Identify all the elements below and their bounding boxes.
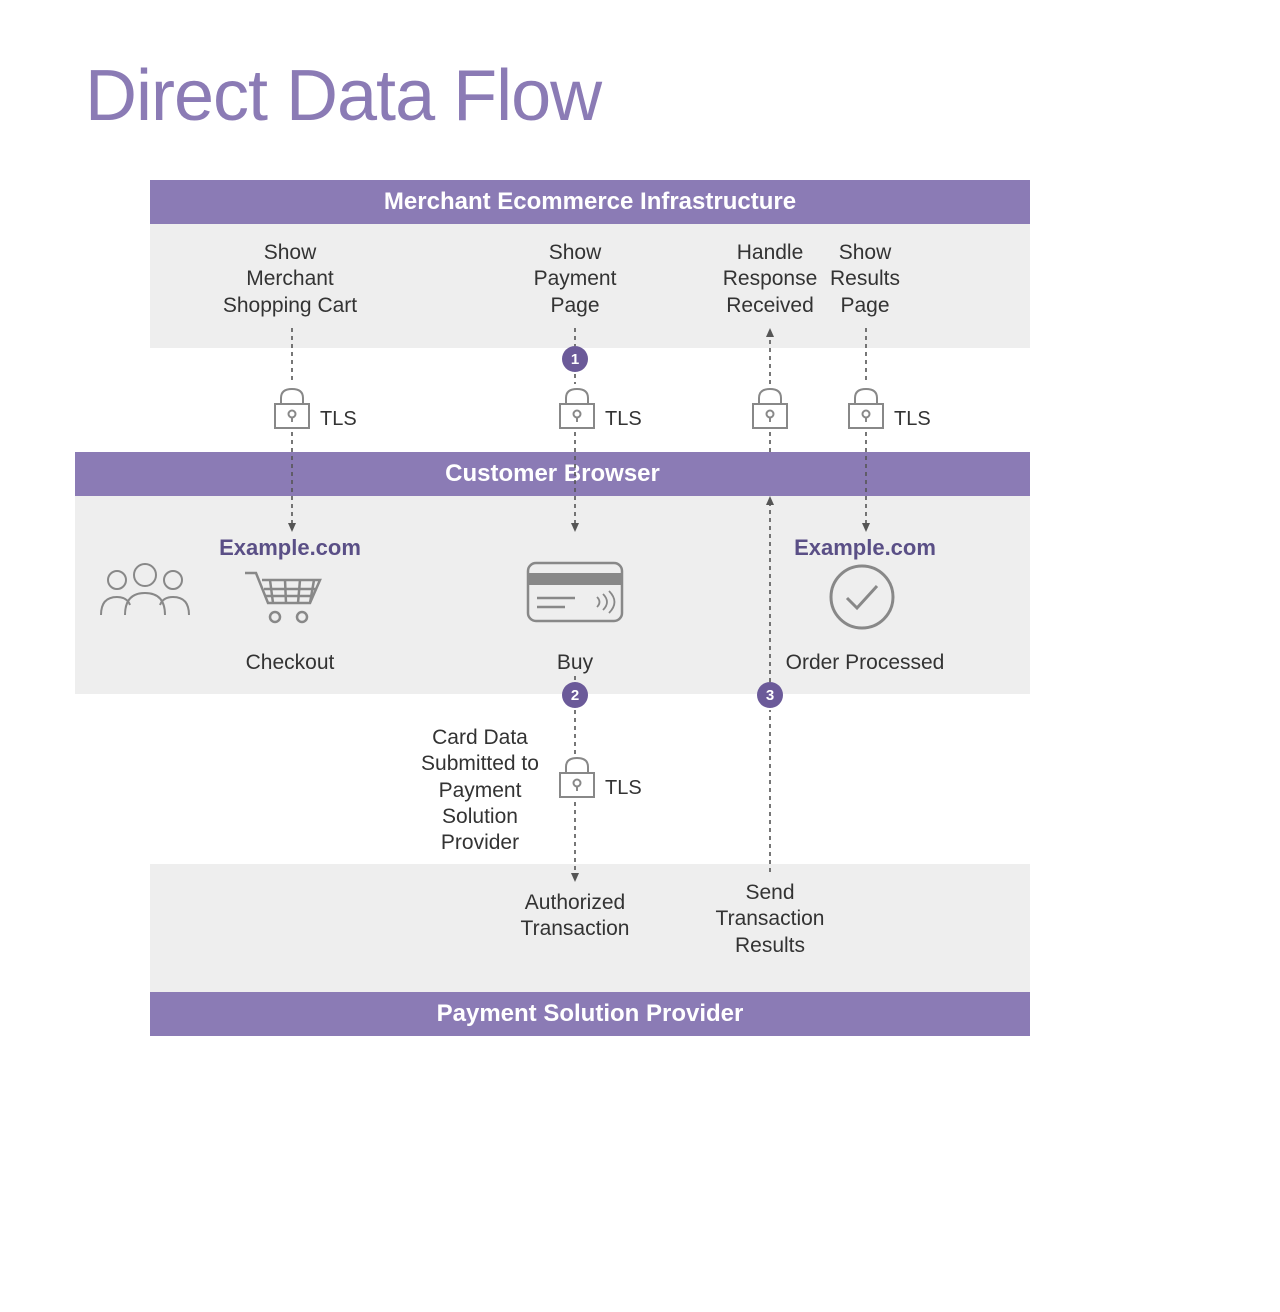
browser-header: Customer Browser: [75, 452, 1030, 496]
p2l3: Results: [735, 934, 805, 957]
p2l2: Transaction: [716, 907, 825, 930]
arrow-col2-down-top: [572, 328, 584, 538]
p1l2: Transaction: [521, 917, 630, 940]
mtl3: Payment: [439, 779, 522, 802]
people-icon: [95, 560, 195, 620]
mtl2: Submitted to: [421, 752, 539, 775]
cart-icon: [240, 565, 330, 625]
page-title: Direct Data Flow: [85, 55, 601, 137]
merchant-header-text: Merchant Ecommerce Infrastructure: [384, 188, 796, 216]
arrow-col2-down-bottom: [572, 676, 584, 886]
tls-label-2: TLS: [605, 408, 642, 431]
tls-label-4: TLS: [894, 408, 931, 431]
tls-label-5: TLS: [605, 777, 642, 800]
p2l1: Send: [745, 881, 794, 904]
mc2l2: Payment: [534, 267, 617, 290]
provider-cell-2: Send Transaction Results: [705, 880, 835, 959]
provider-header: Payment Solution Provider: [150, 992, 1030, 1036]
mc4l3: Page: [840, 294, 889, 317]
merchant-cell-1: Show Merchant Shopping Cart: [205, 240, 375, 319]
arrow-col4-down: [862, 328, 874, 538]
mc1l1: Show: [264, 241, 317, 264]
mtl5: Provider: [441, 831, 519, 854]
provider-header-text: Payment Solution Provider: [437, 1000, 744, 1028]
merchant-cell-4: Show Results Page: [825, 240, 905, 319]
mc2l3: Page: [550, 294, 599, 317]
mc3l3: Received: [726, 294, 814, 317]
merchant-cell-2: Show Payment Page: [515, 240, 635, 319]
mtl4: Solution: [442, 805, 518, 828]
mc1l3: Shopping Cart: [223, 294, 357, 317]
merchant-header: Merchant Ecommerce Infrastructure: [150, 180, 1030, 224]
browser-label-1: Checkout: [230, 650, 350, 676]
flow-diagram: Merchant Ecommerce Infrastructure Show M…: [75, 180, 1035, 1060]
card-icon: [525, 560, 625, 624]
mc1l2: Merchant: [246, 267, 334, 290]
mc4l2: Results: [830, 267, 900, 290]
browser-label-3: Order Processed: [775, 650, 955, 676]
p1l1: Authorized: [525, 891, 625, 914]
check-circle-icon: [827, 562, 897, 632]
mtl1: Card Data: [432, 726, 528, 749]
tls-label-1: TLS: [320, 408, 357, 431]
arrow-col3-up-bottom: [766, 496, 778, 876]
arrow-col1-down: [287, 328, 299, 538]
mc3l2: Response: [723, 267, 818, 290]
mc3l1: Handle: [737, 241, 804, 264]
browser-domain-1: Example.com: [215, 534, 365, 562]
merchant-cell-3: Handle Response Received: [715, 240, 825, 319]
browser-domain-3: Example.com: [790, 534, 940, 562]
browser-label-2: Buy: [530, 650, 620, 676]
mc2l1: Show: [549, 241, 602, 264]
arrow-col3-up: [766, 328, 778, 456]
mc4l1: Show: [839, 241, 892, 264]
provider-cell-1: Authorized Transaction: [505, 890, 645, 943]
browser-header-text: Customer Browser: [445, 460, 660, 488]
middle-text: Card Data Submitted to Payment Solution …: [415, 725, 545, 856]
